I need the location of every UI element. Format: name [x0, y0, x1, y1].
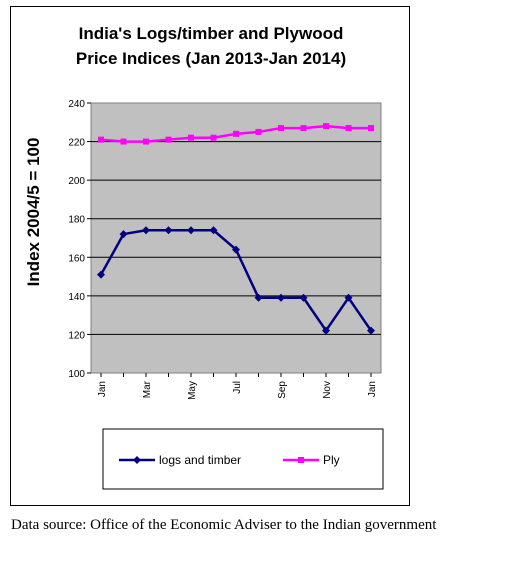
data-point [298, 457, 304, 463]
data-point [367, 326, 375, 335]
series-ply [98, 123, 374, 145]
data-point [120, 138, 127, 145]
legend: logs and timber Ply [119, 453, 340, 467]
series-layer [97, 123, 375, 335]
data-point [322, 326, 330, 335]
data-point [143, 138, 149, 145]
legend-entry: logs and timber [119, 453, 241, 467]
y-tick-label: 180 [68, 215, 85, 226]
x-tick-label: May [187, 381, 198, 400]
data-point [299, 293, 308, 302]
data-point [255, 128, 262, 135]
data-point [277, 293, 285, 302]
data-point [344, 293, 353, 302]
x-tick-label: Mar [142, 380, 153, 398]
chart-title-line-1: India's Logs/timber and Plywood [79, 24, 344, 43]
y-tick-label: 140 [68, 292, 85, 303]
data-point [345, 125, 352, 132]
x-tick-label: Nov [322, 381, 333, 399]
y-tick-label: 240 [68, 99, 85, 110]
data-point [368, 125, 374, 132]
data-point [165, 136, 172, 143]
data-point [119, 230, 128, 239]
series-logs-and-timber [97, 226, 375, 335]
x-tick-label: Sep [277, 381, 288, 399]
chart-title-line-2: Price Indices (Jan 2013-Jan 2014) [76, 49, 346, 68]
data-point [254, 293, 263, 302]
data-point [278, 125, 284, 132]
y-tick-label: 200 [68, 176, 85, 187]
data-point [300, 125, 307, 132]
data-point [233, 130, 239, 137]
data-point [188, 134, 194, 141]
legend-entry: Ply [283, 453, 340, 467]
legend-label: Ply [323, 453, 340, 467]
y-tick-label: 220 [68, 138, 85, 149]
x-tick-label: Jan [97, 381, 108, 397]
x-axis-ticks: Jan Mar May Jul Sep Nov Jan [97, 373, 378, 400]
data-point [323, 123, 329, 130]
x-tick-label: Jan [367, 381, 378, 397]
legend-label: logs and timber [159, 453, 241, 467]
data-point [209, 226, 218, 235]
y-axis-ticks: 100 120 140 160 180 200 220 240 [68, 99, 91, 380]
y-axis-label: Index 2004/5 = 100 [24, 138, 43, 287]
data-point [133, 456, 141, 464]
data-point [142, 226, 150, 235]
y-tick-label: 160 [68, 253, 85, 264]
data-point [187, 226, 195, 235]
data-point [232, 245, 240, 254]
y-tick-label: 100 [68, 369, 85, 380]
chart-frame: India's Logs/timber and Plywood Price In… [10, 6, 410, 506]
line-chart: India's Logs/timber and Plywood Price In… [24, 24, 384, 490]
y-tick-label: 120 [68, 330, 85, 341]
data-point [98, 136, 104, 143]
data-point [97, 270, 105, 279]
source-note: Data source: Office of the Economic Advi… [11, 517, 437, 533]
data-point [164, 226, 173, 235]
x-tick-label: Jul [232, 381, 243, 394]
plot-area [90, 102, 382, 374]
data-point [210, 134, 217, 141]
